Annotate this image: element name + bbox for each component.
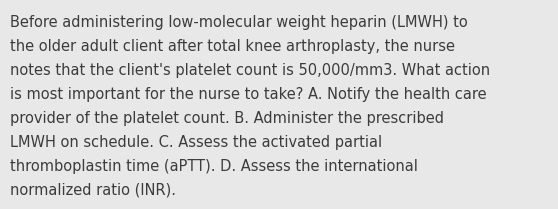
Text: Before administering low-molecular weight heparin (LMWH) to: Before administering low-molecular weigh… bbox=[10, 15, 468, 30]
Text: notes that the client's platelet count is 50,000/mm3. What action: notes that the client's platelet count i… bbox=[10, 63, 490, 78]
Text: is most important for the nurse to take? A. Notify the health care: is most important for the nurse to take?… bbox=[10, 87, 487, 102]
Text: normalized ratio (INR).: normalized ratio (INR). bbox=[10, 183, 176, 198]
Text: the older adult client after total knee arthroplasty, the nurse: the older adult client after total knee … bbox=[10, 39, 455, 54]
Text: thromboplastin time (aPTT). D. Assess the international: thromboplastin time (aPTT). D. Assess th… bbox=[10, 159, 418, 174]
Text: LMWH on schedule. C. Assess the activated partial: LMWH on schedule. C. Assess the activate… bbox=[10, 135, 382, 150]
Text: provider of the platelet count. B. Administer the prescribed: provider of the platelet count. B. Admin… bbox=[10, 111, 444, 126]
